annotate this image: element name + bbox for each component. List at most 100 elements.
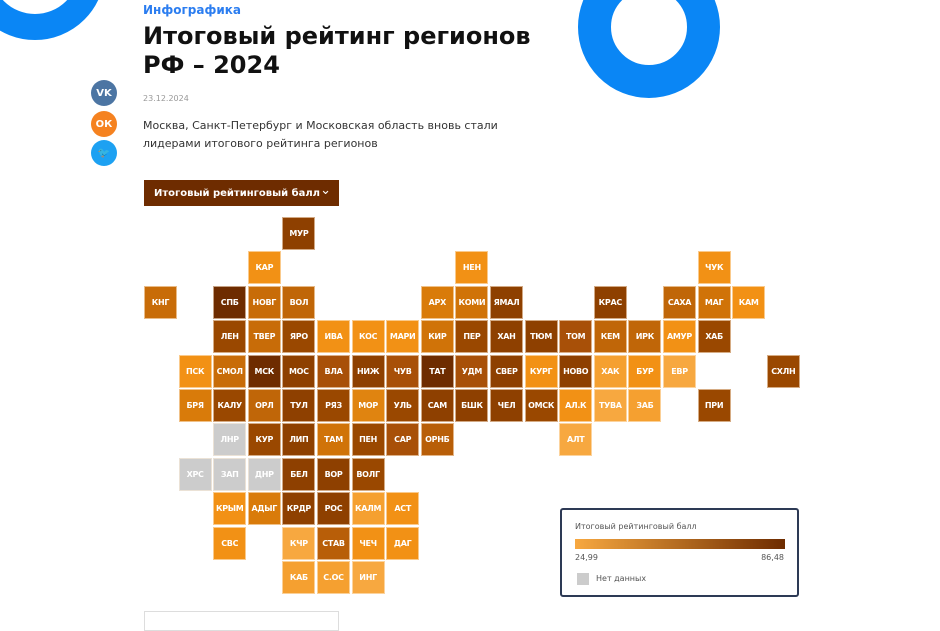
region-tile[interactable]: АЛТ xyxy=(559,423,593,457)
region-tile[interactable]: ЧУК xyxy=(697,251,731,285)
region-tile[interactable]: АЛ.К xyxy=(559,389,593,422)
region-tile[interactable]: ПЕР xyxy=(455,320,489,354)
region-tile[interactable]: ВЛА xyxy=(317,354,350,388)
region-tile[interactable]: САХА xyxy=(663,285,696,319)
region-tile[interactable]: ХАН xyxy=(490,320,523,354)
no-data-label: Нет данных xyxy=(596,574,647,583)
region-tile[interactable]: СВЕР xyxy=(490,354,523,388)
region-tile[interactable]: АДЫГ xyxy=(247,492,281,526)
region-select[interactable] xyxy=(144,611,339,631)
decorative-ring-left xyxy=(0,0,105,40)
region-tile[interactable]: ХАБ xyxy=(697,320,731,354)
region-tile[interactable]: ЧЕЧ xyxy=(351,526,385,560)
region-tile[interactable]: КАБ xyxy=(282,561,316,594)
region-tile[interactable]: РЯЗ xyxy=(317,389,350,422)
category-link[interactable]: Инфографика xyxy=(143,3,241,17)
region-tile[interactable]: СХЛН xyxy=(766,354,800,388)
region-tile[interactable]: ТЮМ xyxy=(524,320,558,354)
region-tile[interactable]: ПЕН xyxy=(351,423,385,457)
region-tile[interactable]: СТАВ xyxy=(317,526,350,560)
region-tile[interactable]: КУР xyxy=(247,423,281,457)
region-tile[interactable]: ОРЛ xyxy=(247,389,281,422)
region-tile[interactable]: ЯМАЛ xyxy=(490,285,523,319)
region-tile[interactable]: ИРК xyxy=(628,320,662,354)
region-tile[interactable]: ДНР xyxy=(247,457,281,491)
region-tile[interactable]: ТУВА xyxy=(593,389,627,422)
region-tile[interactable]: ТУЛ xyxy=(282,389,316,422)
region-tile[interactable]: ХАК xyxy=(593,354,627,388)
region-tile[interactable]: АМУР xyxy=(663,320,696,354)
region-tile[interactable]: БШК xyxy=(455,389,489,422)
region-tile[interactable]: КРДР xyxy=(282,492,316,526)
region-tile[interactable]: НИЖ xyxy=(351,354,385,388)
decorative-ring-right xyxy=(578,0,720,98)
region-tile[interactable]: ЗАП xyxy=(213,457,247,491)
region-tile[interactable]: КАЛУ xyxy=(213,389,247,422)
region-tile[interactable]: КЕМ xyxy=(593,320,627,354)
region-tile[interactable]: ВОР xyxy=(317,457,350,491)
region-tile[interactable]: МОС xyxy=(282,354,316,388)
region-tile[interactable]: БРЯ xyxy=(178,389,212,422)
region-tile[interactable]: КАР xyxy=(247,251,281,285)
region-tile[interactable]: ТАТ xyxy=(420,354,454,388)
region-tile[interactable]: НОВО xyxy=(559,354,593,388)
region-tile[interactable]: ЗАБ xyxy=(628,389,662,422)
region-tile[interactable]: АСТ xyxy=(386,492,420,526)
region-tile[interactable]: ЯРО xyxy=(282,320,316,354)
region-tile[interactable]: СВС xyxy=(213,526,247,560)
region-tile[interactable]: ЧЕЛ xyxy=(490,389,523,422)
region-tile[interactable]: ДАГ xyxy=(386,526,420,560)
region-tile[interactable]: ИНГ xyxy=(351,561,385,594)
ok-share-button[interactable]: ОК xyxy=(91,111,117,137)
region-tile[interactable]: НЕН xyxy=(455,251,489,285)
region-tile[interactable]: ЛНР xyxy=(213,423,247,457)
region-tile[interactable]: ЛИП xyxy=(282,423,316,457)
region-tile[interactable]: ОРНБ xyxy=(420,423,454,457)
region-tile[interactable]: БУР xyxy=(628,354,662,388)
region-tile[interactable]: ПРИ xyxy=(697,389,731,422)
region-tile[interactable]: С.ОС xyxy=(317,561,350,594)
region-tile[interactable]: КЧР xyxy=(282,526,316,560)
region-tile[interactable]: КАМ xyxy=(732,285,766,319)
region-tile[interactable]: РОС xyxy=(317,492,350,526)
region-tile[interactable]: ПСК xyxy=(178,354,212,388)
region-tile[interactable]: КРАС xyxy=(593,285,627,319)
region-tile[interactable]: СМОЛ xyxy=(213,354,247,388)
region-tile[interactable]: МАГ xyxy=(697,285,731,319)
region-tile[interactable]: КУРГ xyxy=(524,354,558,388)
region-tile[interactable]: МОР xyxy=(351,389,385,422)
region-tile[interactable]: АРХ xyxy=(420,285,454,319)
region-tile[interactable]: КОМИ xyxy=(455,285,489,319)
region-tile[interactable]: УЛЬ xyxy=(386,389,420,422)
region-tile[interactable]: САР xyxy=(386,423,420,457)
region-tile[interactable]: ТОМ xyxy=(559,320,593,354)
region-tile[interactable]: ВОЛГ xyxy=(351,457,385,491)
region-tile[interactable]: ТАМ xyxy=(317,423,350,457)
region-tile[interactable]: ОМСК xyxy=(524,389,558,422)
region-tile[interactable]: МАРИ xyxy=(386,320,420,354)
region-tile[interactable]: СПБ xyxy=(213,285,247,319)
region-tile[interactable]: КОС xyxy=(351,320,385,354)
region-tile[interactable]: МУР xyxy=(282,217,316,250)
odnoklassniki-icon: ОК xyxy=(95,118,113,130)
region-tile[interactable]: КИР xyxy=(420,320,454,354)
vk-share-button[interactable]: VK xyxy=(91,80,117,106)
region-tile[interactable]: САМ xyxy=(420,389,454,422)
region-tile[interactable]: КРЫМ xyxy=(213,492,247,526)
region-tile[interactable]: ХРС xyxy=(178,457,212,491)
region-tile[interactable]: НОВГ xyxy=(247,285,281,319)
region-tile[interactable]: ЧУВ xyxy=(386,354,420,388)
region-tile[interactable]: МСК xyxy=(247,354,281,388)
region-tile[interactable]: ИВА xyxy=(317,320,350,354)
region-tile[interactable]: КАЛМ xyxy=(351,492,385,526)
region-tile[interactable]: ЛЕН xyxy=(213,320,247,354)
region-tile[interactable]: БЕЛ xyxy=(282,457,316,491)
metric-dropdown[interactable]: Итоговый рейтинговый балл ⌄ xyxy=(144,180,339,206)
region-tile[interactable]: ВОЛ xyxy=(282,285,316,319)
legend-title: Итоговый рейтинговый балл xyxy=(575,522,697,531)
region-tile[interactable]: ЕВР xyxy=(663,354,696,388)
region-tile[interactable]: УДМ xyxy=(455,354,489,388)
region-tile[interactable]: ТВЕР xyxy=(247,320,281,354)
twitter-share-button[interactable]: 🐦 xyxy=(91,140,117,166)
region-tile[interactable]: КНГ xyxy=(144,285,177,319)
